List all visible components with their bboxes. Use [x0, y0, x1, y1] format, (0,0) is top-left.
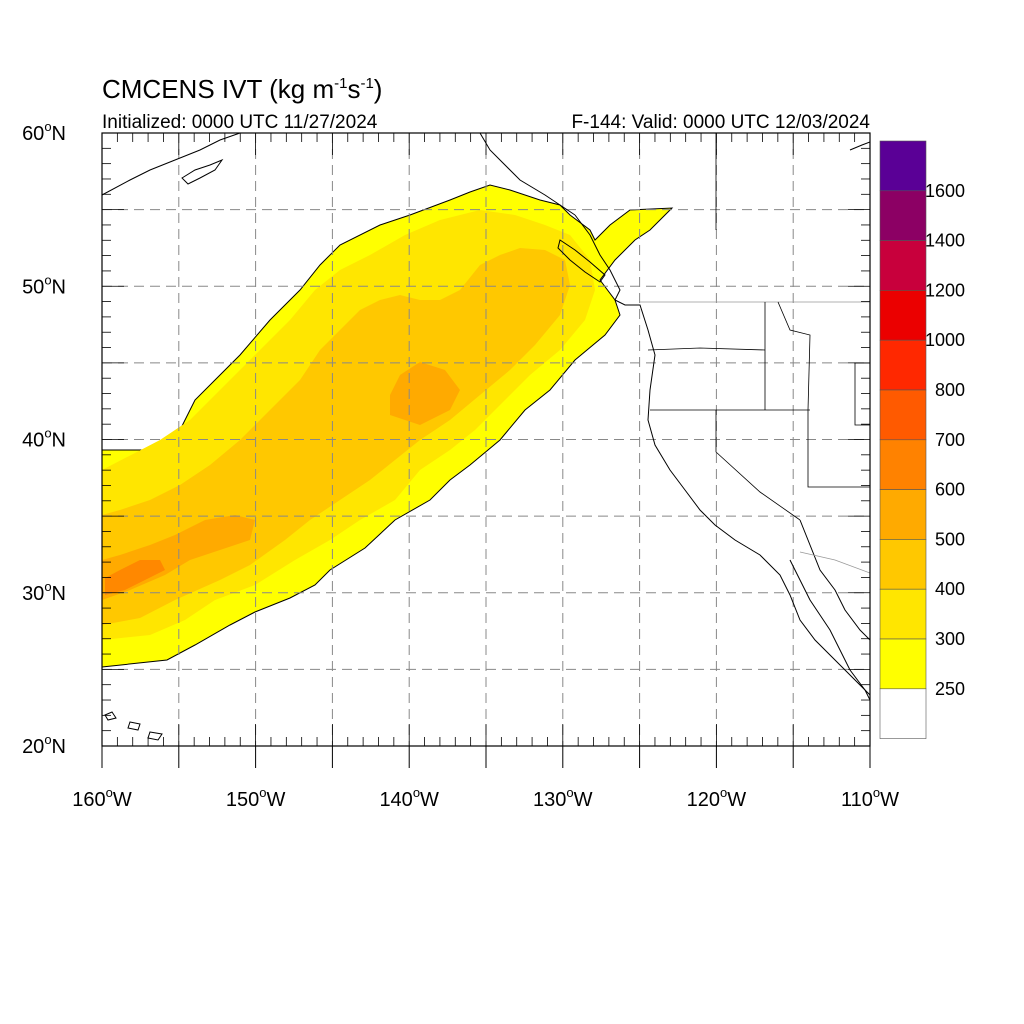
colorbar-label: 250: [935, 679, 965, 699]
title-exp2: -1: [360, 75, 373, 92]
title-close: ): [374, 74, 383, 104]
colorbar-label: 600: [935, 480, 965, 500]
lon-tick-deg: 110: [841, 789, 873, 811]
coastline-gulf-california: [799, 519, 870, 641]
colorbar-label: 1000: [925, 330, 965, 350]
ivt-level-600: [105, 560, 165, 595]
border-nv-az: [807, 410, 870, 488]
lat-tick-label: 20oN: [22, 732, 66, 758]
lon-tick-label: 110oW: [841, 785, 899, 811]
degree-symbol: o: [44, 732, 51, 747]
colorbar-swatch-250: [879, 638, 927, 690]
island-hawaii: [104, 711, 163, 741]
lon-tick-deg: 130: [533, 789, 566, 811]
lon-tick-hemi: W: [113, 789, 132, 811]
coastline-northeast-corner: [849, 141, 870, 151]
lon-tick-deg: 140: [379, 789, 412, 811]
lon-tick-label: 160oW: [72, 785, 132, 811]
lat-tick-label: 30oN: [22, 579, 66, 605]
coastlines: [102, 133, 870, 741]
lon-tick-label: 120oW: [687, 785, 747, 811]
initialized-label: Initialized: 0000 UTC 11/27/2024: [102, 112, 378, 133]
title-main: CMCENS IVT (kg m: [102, 74, 334, 104]
map-title: CMCENS IVT (kg m-1s-1): [102, 74, 382, 104]
lon-tick-deg: 160: [72, 789, 105, 811]
lon-tick-hemi: W: [574, 789, 593, 811]
degree-symbol: o: [413, 785, 420, 800]
axis-labels: 160oW 150oW 140oW 130oW 120oW 110oW20oN30oN40…: [22, 119, 899, 811]
colorbar-swatch-1200: [879, 240, 927, 291]
colorbar: 1600 1400 1200 1000 800 700 600 500 400 300 250: [879, 140, 965, 739]
lon-tick-label: 150oW: [226, 785, 286, 811]
ivt-field: [102, 184, 674, 668]
colorbar-swatch-1000: [879, 290, 927, 341]
degree-symbol: o: [106, 785, 113, 800]
lon-tick-hemi: W: [727, 789, 746, 811]
colorbar-swatch-below: [879, 688, 927, 739]
colorbar-label: 1400: [925, 231, 965, 251]
lon-tick-label: 140oW: [379, 785, 439, 811]
lat-tick-hemi: N: [52, 123, 66, 145]
colorbar-swatch-800: [879, 339, 927, 391]
valid-label: F-144: Valid: 0000 UTC 12/03/2024: [571, 112, 870, 133]
colorbar-swatch-400: [879, 539, 927, 590]
border-nv-ca: [715, 410, 801, 521]
degree-symbol: o: [44, 426, 51, 441]
lat-tick-hemi: N: [52, 276, 66, 298]
colorbar-label: 300: [935, 629, 965, 649]
lat-tick-deg: 20: [22, 736, 44, 758]
lon-tick-deg: 120: [687, 789, 720, 811]
lat-tick-hemi: N: [52, 736, 66, 758]
title-mid: s: [347, 74, 360, 104]
lon-tick-label: 130oW: [533, 785, 593, 811]
title-exp1: -1: [334, 75, 347, 92]
lat-tick-label: 60oN: [22, 119, 66, 145]
colorbar-label: 1600: [925, 181, 965, 201]
lat-tick-label: 40oN: [22, 426, 66, 452]
lon-tick-hemi: W: [266, 789, 285, 811]
colorbar-label: 1200: [925, 280, 965, 300]
degree-symbol: o: [873, 785, 880, 800]
lat-tick-deg: 50: [22, 276, 44, 298]
island-kodiak: [181, 158, 224, 185]
coastline-north-america: [574, 214, 870, 696]
border-us-mexico: [799, 551, 870, 574]
colorbar-swatch-500: [879, 489, 927, 540]
political-boundaries: [640, 133, 870, 574]
lat-tick-hemi: N: [52, 430, 66, 452]
lat-tick-deg: 60: [22, 123, 44, 145]
colorbar-swatch-1400: [879, 190, 927, 241]
colorbar-swatch-300: [879, 588, 927, 640]
colorbar-label: 500: [935, 529, 965, 549]
degree-symbol: o: [44, 272, 51, 287]
degree-symbol: o: [720, 785, 727, 800]
ivt-level-500-b: [390, 362, 460, 425]
border-wa-or: [647, 347, 766, 351]
colorbar-swatch-700: [879, 389, 927, 441]
colorbar-swatch-600: [879, 439, 927, 490]
lon-tick-hemi: W: [880, 789, 899, 811]
border-idaho: [764, 301, 811, 411]
lat-tick-deg: 40: [22, 430, 44, 452]
coastline-baja: [789, 559, 870, 701]
lat-tick-deg: 30: [22, 583, 44, 605]
degree-symbol: o: [566, 785, 573, 800]
degree-symbol: o: [44, 119, 51, 134]
colorbar-label: 700: [935, 430, 965, 450]
coastline-island-vancouver: [557, 239, 606, 283]
border-montana: [854, 362, 870, 426]
degree-symbol: o: [259, 785, 266, 800]
lat-tick-label: 50oN: [22, 272, 66, 298]
lat-tick-hemi: N: [52, 583, 66, 605]
axis-ticks: [101, 132, 871, 768]
colorbar-swatch-1600: [879, 140, 927, 192]
colorbar-label: 800: [935, 380, 965, 400]
lon-tick-deg: 150: [226, 789, 259, 811]
lon-tick-hemi: W: [420, 789, 439, 811]
coastline-alaska: [102, 133, 576, 216]
degree-symbol: o: [44, 579, 51, 594]
colorbar-label: 400: [935, 579, 965, 599]
